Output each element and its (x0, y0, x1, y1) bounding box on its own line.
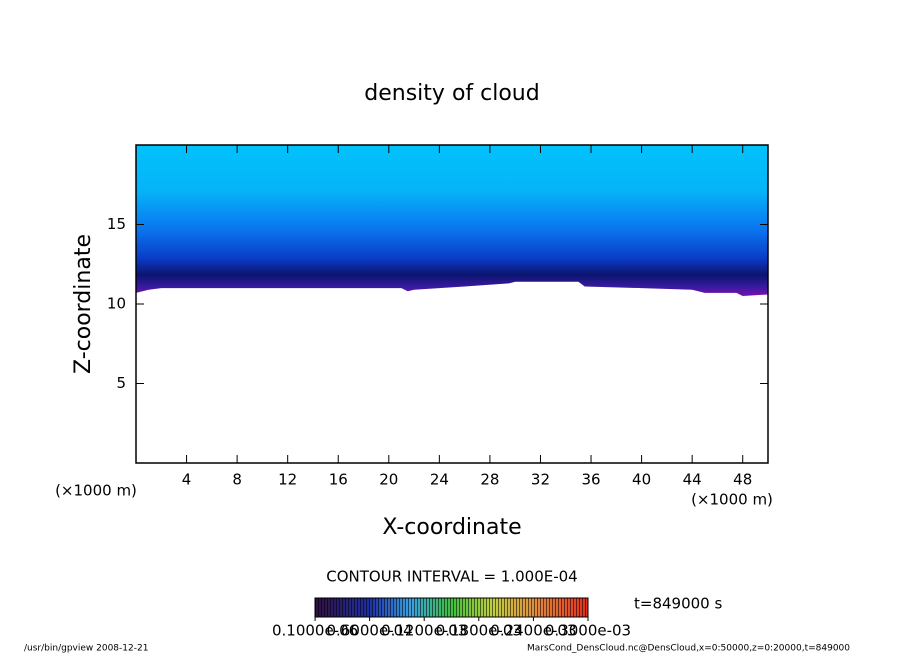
colorbar-stripes (315, 598, 588, 617)
colorbar-tick-label: 0.1000e-06 (272, 622, 358, 640)
x-tick-label: 8 (232, 471, 242, 489)
x-tick-label: 48 (733, 471, 752, 489)
contour-interval: CONTOUR INTERVAL = 1.000E-04 (326, 568, 577, 586)
x-tick-label: 16 (329, 471, 348, 489)
footer-right: MarsCond_DensCloud.nc@DensCloud,x=0:5000… (527, 644, 850, 654)
colorbar-tick-label: 0.2400e-03 (490, 622, 576, 640)
x-tick-label: 36 (581, 471, 600, 489)
y-tick-label: 15 (107, 215, 126, 233)
colorbar-frame (314, 597, 589, 618)
y-axis-label: Z-coordinate (71, 234, 96, 374)
time-label: t=849000 s (634, 595, 722, 613)
colorbar-tick-label: 0.1200e-03 (381, 622, 467, 640)
y-unit: (×1000 m) (55, 482, 137, 500)
footer-left: /usr/bin/gpview 2008-12-21 (24, 644, 148, 654)
x-tick-label: 40 (632, 471, 651, 489)
x-tick-label: 4 (182, 471, 192, 489)
cloud-area (136, 145, 768, 297)
colorbar-tick-label: 0.3000e-03 (545, 622, 631, 640)
x-tick-label: 44 (683, 471, 702, 489)
x-tick-label: 24 (430, 471, 449, 489)
colorbar-tick-label: 0.1800e-03 (436, 622, 522, 640)
y-tick-label: 10 (107, 295, 126, 313)
colorbar-tick-label: 0.6000e-04 (326, 622, 412, 640)
y-tick-label: 5 (116, 374, 126, 392)
x-tick-label: 32 (531, 471, 550, 489)
chart-title: density of cloud (364, 81, 539, 106)
x-tick-label: 20 (379, 471, 398, 489)
x-unit: (×1000 m) (691, 491, 773, 509)
x-axis-label: X-coordinate (382, 515, 521, 540)
x-tick-label: 28 (480, 471, 499, 489)
x-tick-label: 12 (278, 471, 297, 489)
